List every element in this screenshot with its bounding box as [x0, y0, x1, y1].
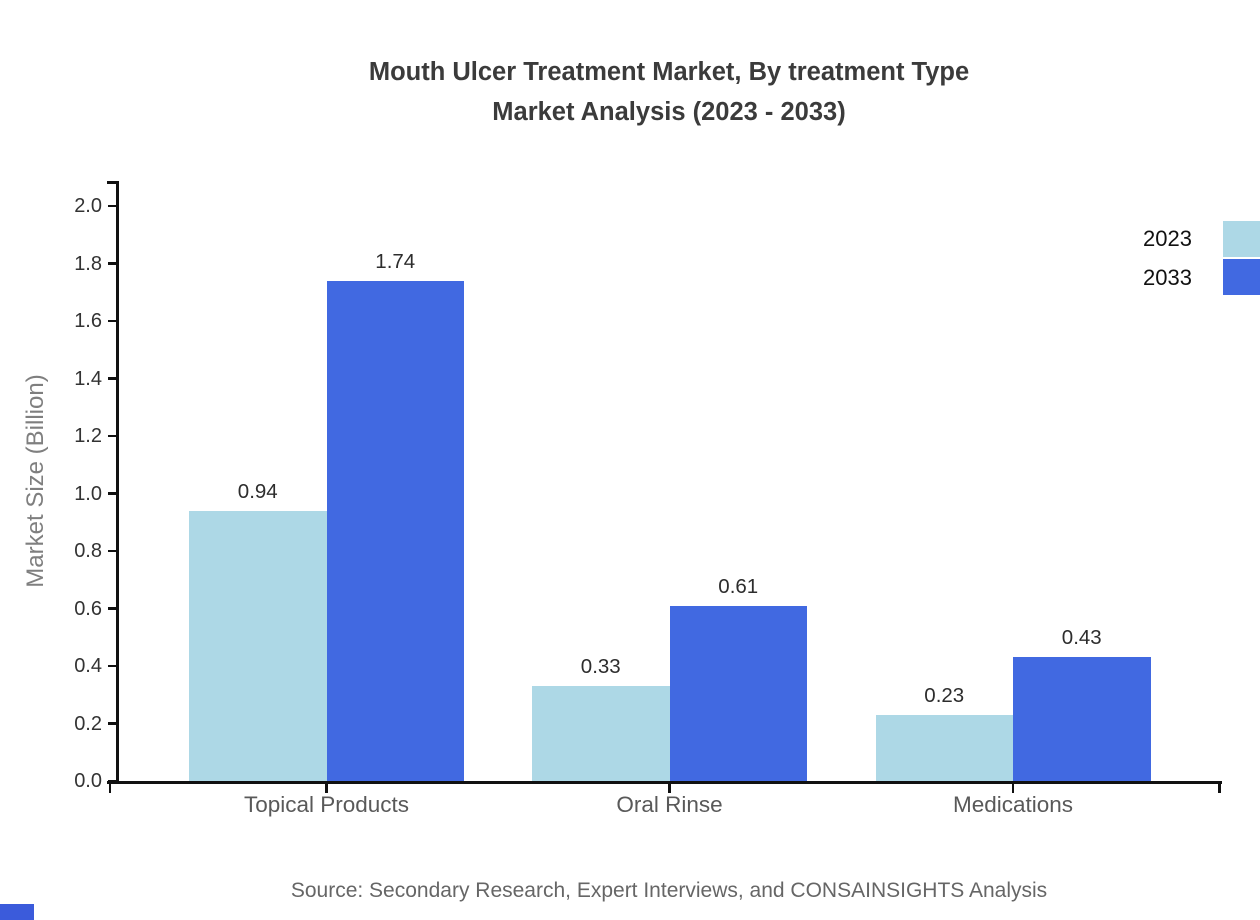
y-tick-label-1.4: 1.4: [74, 367, 102, 390]
x-tick-label-topical-products: Topical Products: [243, 792, 410, 817]
x-tick-oral-rinse: [668, 781, 671, 793]
bar-2033-topical-products: [326, 280, 464, 781]
bar-2023-medications: [875, 714, 1013, 781]
y-tick-0.6: [108, 607, 118, 610]
y-tick-2.0: [108, 204, 118, 208]
x-tick-medications: [1011, 781, 1015, 793]
y-tick-1.4: [108, 377, 118, 380]
y-tick-label-1.0: 1.0: [74, 482, 102, 505]
bar-2033-oral-rinse: [669, 605, 807, 781]
legend-label-2023: 2023: [1143, 226, 1192, 251]
y-tick-0.8: [108, 549, 118, 553]
chart-title: Mouth Ulcer Treatment Market, By treatme…: [369, 52, 969, 132]
y-tick-label-1.8: 1.8: [74, 252, 102, 275]
y-axis-end-tick: [107, 181, 117, 184]
y-tick-1.2: [108, 434, 118, 438]
bar-2023-topical-products: [189, 510, 327, 781]
y-tick-label-0.0: 0.0: [74, 770, 102, 792]
y-tick-1.0: [108, 492, 118, 495]
x-tick-topical-products: [325, 781, 328, 793]
y-tick-0.4: [108, 664, 118, 668]
bar-value-label-2023-topical-products: 0.94: [237, 479, 278, 503]
bar-2023-oral-rinse: [532, 686, 670, 781]
x-axis-right-end-tick: [1218, 781, 1221, 793]
y-tick-label-2.0: 2.0: [74, 195, 102, 217]
chart-title-line1: Mouth Ulcer Treatment Market, By treatme…: [368, 58, 970, 86]
y-tick-label-1.2: 1.2: [74, 425, 102, 447]
legend-label-2033: 2033: [1143, 265, 1192, 290]
bar-value-label-2023-medications: 0.23: [924, 683, 965, 707]
chart-title-line2: Market Analysis (2023 - 2033): [492, 98, 846, 126]
legend-swatch-2023: [1223, 221, 1260, 257]
y-axis-spine: [116, 181, 119, 784]
y-tick-label-1.6: 1.6: [74, 310, 102, 332]
bar-value-label-2033-oral-rinse: 0.61: [718, 574, 759, 598]
x-axis-left-end-tick: [108, 781, 112, 793]
y-tick-label-0.8: 0.8: [74, 540, 102, 562]
logo-mark: [0, 904, 34, 920]
y-tick-0.2: [108, 722, 118, 725]
legend-swatch-2033: [1223, 259, 1260, 295]
bar-value-label-2033-topical-products: 1.74: [375, 249, 416, 273]
y-tick-1.8: [108, 262, 118, 265]
y-tick-0.0: [108, 779, 118, 783]
y-tick-label-0.2: 0.2: [74, 712, 102, 735]
source-note: Source: Secondary Research, Expert Inter…: [290, 879, 1048, 902]
x-tick-label-medications: Medications: [952, 792, 1074, 817]
bar-value-label-2033-medications: 0.43: [1061, 626, 1102, 650]
bar-value-label-2023-oral-rinse: 0.33: [580, 655, 621, 679]
y-tick-1.6: [108, 319, 118, 323]
y-tick-label-0.6: 0.6: [74, 597, 102, 620]
x-axis-spine: [107, 781, 1222, 784]
y-tick-label-0.4: 0.4: [74, 655, 102, 677]
x-tick-label-oral-rinse: Oral Rinse: [616, 792, 723, 817]
bar-2033-medications: [1013, 657, 1151, 781]
